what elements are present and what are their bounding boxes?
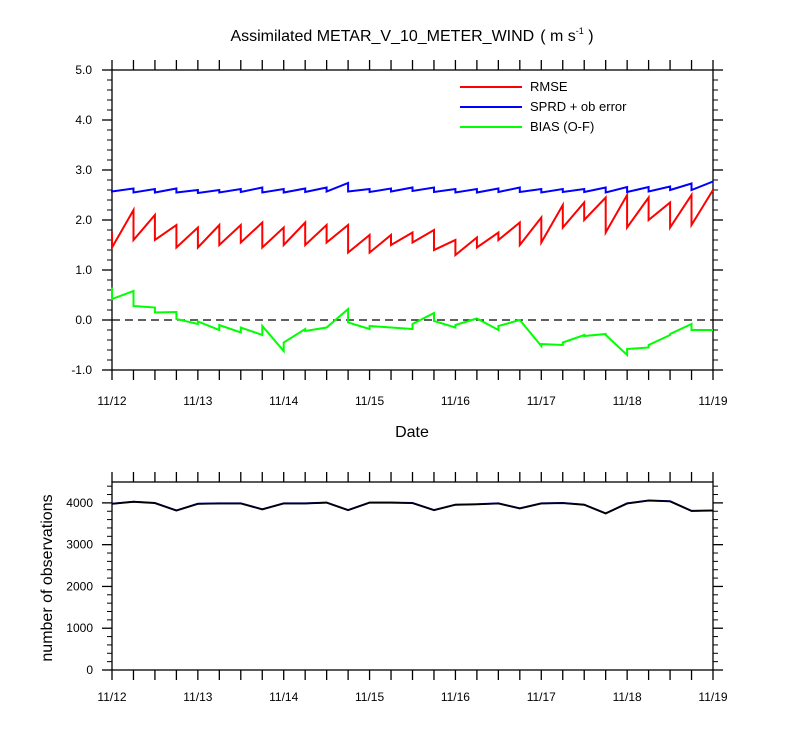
x-tick-label: 11/16: [441, 394, 470, 408]
series-line-rmse: [111, 189, 714, 258]
series-line-sprd-ob-error: [111, 180, 714, 195]
legend-label: RMSE: [530, 79, 568, 94]
x-tick-label: 11/14: [269, 394, 298, 408]
x-tick-label: 11/13: [183, 690, 212, 704]
top-chart: Assimilated METAR_V_10_METER_WIND( m s-1…: [71, 26, 728, 441]
y-tick-label: 3000: [66, 538, 93, 552]
x-tick-label: 11/18: [613, 394, 642, 408]
x-tick-label: 11/19: [698, 690, 727, 704]
legend-label: SPRD + ob error: [530, 99, 627, 114]
x-tick-label: 11/15: [355, 690, 384, 704]
chart-title-main: Assimilated METAR_V_10_METER_WIND: [230, 28, 534, 45]
x-tick-label: 11/12: [97, 394, 126, 408]
series-line-series-1: [111, 499, 714, 515]
x-tick-label: 11/15: [355, 394, 384, 408]
y-tick-label: 4.0: [75, 113, 92, 127]
y-tick-label: 1000: [66, 621, 93, 635]
x-tick-label: 11/17: [527, 690, 556, 704]
series-line-bias-o-f: [111, 287, 713, 358]
x-tick-label: 11/12: [97, 690, 126, 704]
chart-title-units: ( m s: [540, 28, 576, 45]
y-tick-label: 2.0: [75, 213, 92, 227]
x-tick-label: 11/13: [183, 394, 212, 408]
top-plot-area: 11/12 11/13 11/14 11/15 11/16 11/17 11/18 11/19…: [71, 60, 728, 408]
legend-label: BIAS (O-F): [530, 119, 594, 134]
x-tick-label: 11/17: [527, 394, 556, 408]
y-tick-label: 4000: [66, 496, 93, 510]
y-axis-title: number of observations: [39, 494, 56, 661]
chart-title: Assimilated METAR_V_10_METER_WIND ( m s-1…: [230, 26, 593, 45]
x-tick-label: 11/18: [613, 690, 642, 704]
legend: RMSE SPRD + ob error BIAS (O-F): [460, 79, 627, 134]
bottom-plot-area: 11/12 11/13 11/14 11/15 11/16 11/17 11/18 11/19…: [66, 472, 728, 704]
x-axis-title: Date: [395, 424, 429, 441]
bottom-chart: 11/12 11/13 11/14 11/15 11/16 11/17 11/18 11/19…: [39, 472, 728, 704]
y-tick-label: 1.0: [75, 263, 92, 277]
x-tick-label: 11/19: [698, 394, 727, 408]
y-tick-label: -1.0: [71, 363, 92, 377]
plot-frame: [111, 481, 714, 671]
y-tick-label: 5.0: [75, 63, 92, 77]
chart-title-units-suffix: ): [584, 28, 594, 45]
y-tick-label: 0.0: [75, 313, 92, 327]
y-tick-label: 3.0: [75, 163, 92, 177]
x-tick-label: 11/14: [269, 690, 298, 704]
y-tick-label: 2000: [66, 579, 93, 593]
chart-title-units-exponent: -1: [576, 26, 584, 36]
x-tick-label: 11/16: [441, 690, 470, 704]
y-tick-label: 0: [86, 663, 93, 677]
